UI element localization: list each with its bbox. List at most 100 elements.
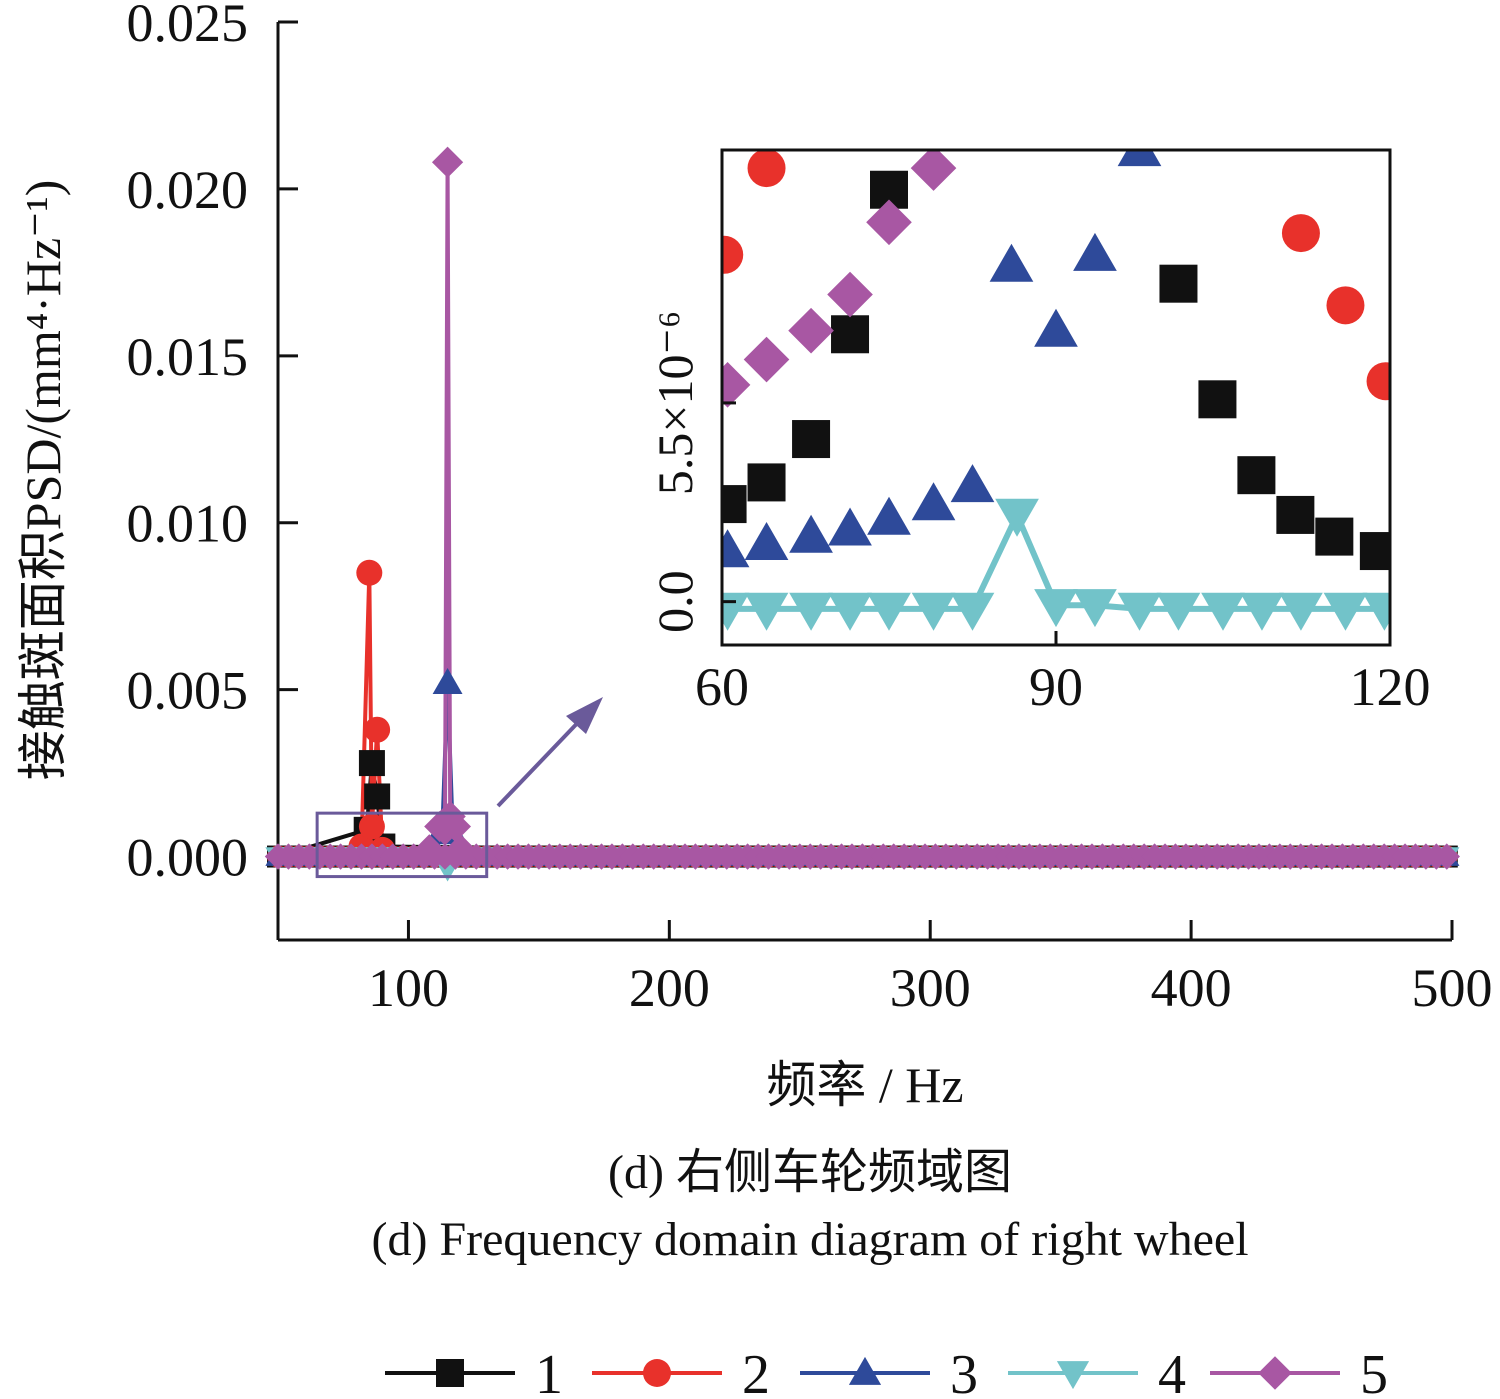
inset-series-4-marker bbox=[1201, 592, 1245, 631]
series-5-peak-marker bbox=[439, 810, 472, 843]
inset-series-3 bbox=[722, 150, 1162, 568]
legend-label: 4 bbox=[1158, 1344, 1186, 1399]
legend-marker bbox=[848, 1356, 882, 1385]
inset-series-1-marker bbox=[1315, 517, 1354, 556]
x-tick-label: 500 bbox=[1412, 958, 1493, 1018]
inset-series-1-marker bbox=[1359, 532, 1390, 571]
inset-series-3-marker bbox=[722, 529, 750, 568]
y-axis-title: 接触斑面积PSD/(mm⁴·Hz⁻¹) bbox=[15, 180, 71, 780]
inset-series-2-marker bbox=[1326, 286, 1365, 325]
inset-series-3-marker bbox=[911, 482, 956, 521]
inset-series-1-marker bbox=[747, 463, 786, 502]
series-5-peak-marker bbox=[445, 834, 477, 866]
inset-y-tick-label: 0.0 bbox=[647, 570, 703, 633]
inset-series-3-marker bbox=[867, 496, 911, 535]
inset-series-4-marker bbox=[1073, 589, 1117, 628]
legend-marker bbox=[436, 1359, 464, 1387]
series-3-peak-marker bbox=[432, 668, 463, 695]
series-2-peak-marker bbox=[356, 559, 383, 586]
legend-label: 3 bbox=[950, 1344, 978, 1399]
inset-series-5-marker bbox=[788, 307, 834, 354]
legend-marker bbox=[1258, 1356, 1292, 1390]
inset-x-tick-label: 90 bbox=[1029, 657, 1083, 717]
inset-series-4-marker bbox=[789, 592, 833, 631]
legend-item-2: 2 bbox=[592, 1344, 770, 1399]
legend-label: 5 bbox=[1360, 1344, 1388, 1399]
inset-series-2-marker bbox=[1366, 362, 1390, 401]
inset-x-tick-label: 120 bbox=[1350, 657, 1431, 717]
inset-series-3-marker bbox=[1034, 308, 1078, 347]
legend-item-1: 1 bbox=[385, 1344, 563, 1399]
inset-series-1-marker bbox=[831, 315, 870, 354]
series-5-peak-marker bbox=[413, 834, 445, 866]
y-axis-label: 接触斑面积PSD/(mm⁴·Hz⁻¹) bbox=[15, 180, 71, 780]
y-tick-label: 0.010 bbox=[127, 494, 249, 554]
inset-series-5-marker bbox=[827, 271, 873, 318]
inset-series-3-marker bbox=[989, 243, 1034, 282]
inset-series-4-marker bbox=[1279, 592, 1323, 631]
series-5-marker bbox=[1433, 843, 1460, 870]
inset-series-4-marker bbox=[995, 498, 1039, 537]
legend-label: 1 bbox=[535, 1344, 563, 1399]
caption-chinese: (d) 右侧车轮频域图 bbox=[608, 1146, 1012, 1199]
inset-series-1 bbox=[722, 170, 1390, 571]
legend-item-5: 5 bbox=[1210, 1344, 1388, 1399]
inset-series-4-marker bbox=[828, 592, 872, 631]
x-tick-label: 400 bbox=[1151, 958, 1232, 1018]
inset-series-4-marker bbox=[911, 592, 956, 631]
inset-series-4-marker bbox=[1034, 589, 1078, 628]
inset-series-3-marker bbox=[789, 514, 833, 553]
legend-item-4: 4 bbox=[1008, 1344, 1186, 1399]
inset-series-3-marker bbox=[1073, 232, 1117, 271]
inset-series-4-marker bbox=[1117, 592, 1162, 631]
inset-series-5-marker bbox=[722, 362, 751, 408]
inset-series-4-marker bbox=[1156, 592, 1201, 631]
zoom-region-box bbox=[315, 811, 489, 879]
legend: 1 2 3 4 5 bbox=[385, 1344, 1388, 1399]
series-2-peak-marker bbox=[358, 813, 385, 840]
inset-x-tick-label: 60 bbox=[695, 657, 749, 717]
series-1-peak-marker bbox=[358, 750, 385, 777]
inset-series-1-marker bbox=[1198, 380, 1237, 419]
inset-series-5 bbox=[722, 150, 957, 408]
inset-series-1-marker bbox=[1159, 264, 1198, 303]
inset-series-1-marker bbox=[792, 420, 831, 459]
main-plot: 0.000 0.005 0.010 0.015 0.020 0.025 100 200 300 4… bbox=[127, 0, 1493, 1018]
legend-marker bbox=[1056, 1361, 1090, 1390]
inset-series-4-marker bbox=[1323, 592, 1368, 631]
y-tick-label: 0.020 bbox=[127, 160, 249, 220]
zoom-arrow-line bbox=[496, 710, 590, 808]
legend-label: 2 bbox=[742, 1344, 770, 1399]
inset-series-2-marker bbox=[722, 235, 744, 274]
x-tick-label: 100 bbox=[368, 958, 449, 1018]
x-axis-label: 频率 / Hz bbox=[766, 1057, 963, 1113]
inset-series-4-marker bbox=[744, 592, 789, 631]
y-tick-label: 0.025 bbox=[127, 0, 249, 53]
x-tick-label: 300 bbox=[890, 958, 971, 1018]
inset-series-2 bbox=[722, 150, 1390, 401]
y-tick-label: 0.000 bbox=[127, 828, 249, 888]
legend-marker bbox=[643, 1359, 671, 1387]
inset-series-4-marker bbox=[867, 592, 911, 631]
inset-series-1-marker bbox=[722, 485, 747, 524]
inset-y-tick-label: 5.5×10⁻⁶ bbox=[647, 311, 703, 496]
inset-series-2-marker bbox=[1281, 214, 1320, 253]
inset-series-3-marker bbox=[950, 464, 995, 503]
caption-english: (d) Frequency domain diagram of right wh… bbox=[371, 1213, 1249, 1266]
y-tick-label: 0.015 bbox=[127, 327, 249, 387]
inset-series-4-marker bbox=[1362, 592, 1390, 631]
legend-item-3: 3 bbox=[800, 1344, 978, 1399]
series-2-peak-marker bbox=[364, 716, 391, 743]
inset-series-3-marker bbox=[1117, 150, 1162, 167]
inset-series-1-marker bbox=[1237, 456, 1276, 495]
series-5-markers bbox=[264, 146, 1460, 870]
inset-series-5-marker bbox=[910, 150, 957, 191]
inset-series-2-marker bbox=[747, 150, 786, 188]
series-1-peak-marker bbox=[364, 783, 391, 810]
inset-series-3-marker bbox=[828, 507, 872, 546]
inset-series-3-marker bbox=[744, 521, 789, 560]
inset-series-4-marker bbox=[950, 592, 995, 631]
inset-series-1-marker bbox=[1276, 495, 1315, 534]
inset-series-5-marker bbox=[743, 336, 790, 383]
